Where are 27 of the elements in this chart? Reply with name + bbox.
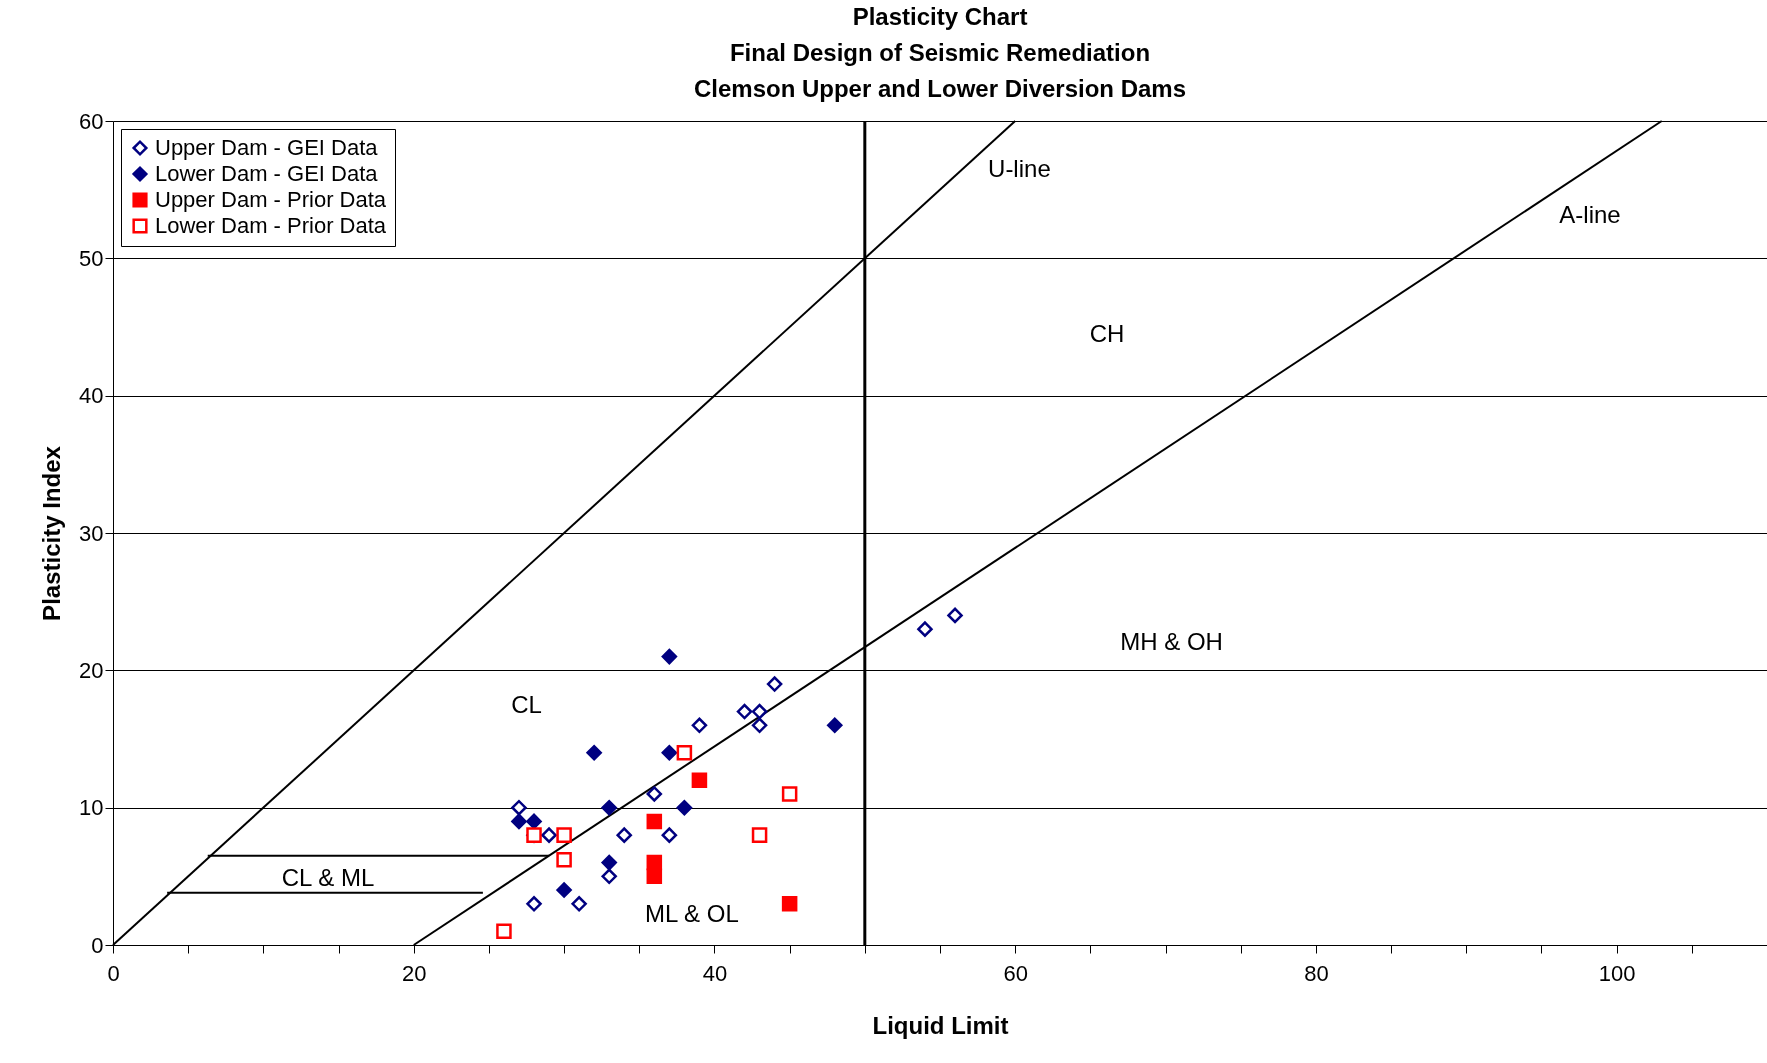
x-tick-label: 0 [107,960,120,986]
y-tick-label: 40 [79,383,104,409]
x-tick-label: 20 [401,960,427,986]
legend-label: Lower Dam - Prior Data [155,213,387,238]
legend-label: Lower Dam - GEI Data [155,161,379,186]
annotation: CL & ML [281,864,375,892]
y-axis-title: Plasticity Index [38,445,66,621]
y-tick-label: 10 [79,795,104,821]
y-tick-label: 50 [79,245,104,271]
annotation: A-line [1559,200,1621,228]
annotation: U-line [988,155,1051,183]
y-tick-label: 20 [79,657,104,683]
annotation: CH [1089,320,1125,348]
x-tick-label: 80 [1304,960,1329,986]
annotation: MH & OH [1120,627,1223,655]
legend-label: Upper Dam - GEI Data [155,135,379,160]
y-tick-label: 30 [79,520,104,546]
x-axis-title: Liquid Limit [872,1011,1009,1039]
chart-title: Plasticity Chart Final Design of Seismic Remediation Clemson Upper and Lower Diversion Dams [693,3,1187,102]
annotation: ML & OL [644,899,739,927]
y-tick-label: 0 [91,932,104,958]
annotation: CL [511,691,542,719]
x-tick-label: 60 [1003,960,1028,986]
x-tick-label: 40 [702,960,728,986]
y-tick-label: 60 [79,108,104,134]
x-tick-label: 100 [1598,960,1636,986]
legend-label: Upper Dam - Prior Data [155,187,387,212]
